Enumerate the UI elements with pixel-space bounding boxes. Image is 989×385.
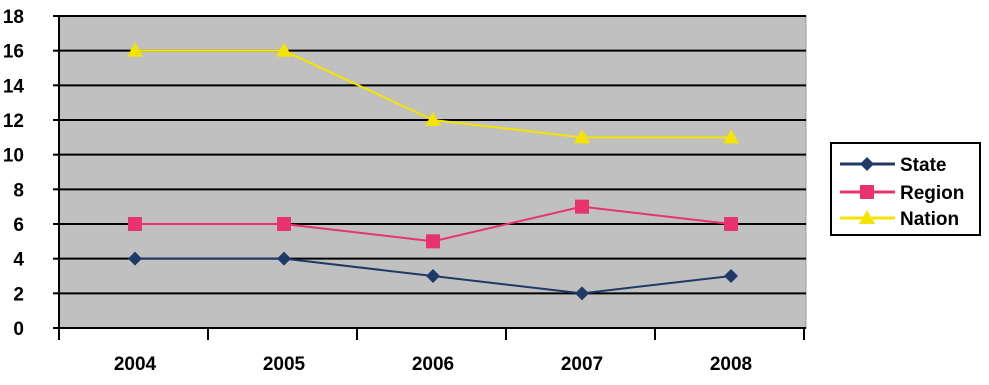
x-tick-label-2005: 2005: [263, 354, 306, 375]
point-state-2005: [277, 251, 291, 266]
point-region-2008: [724, 217, 738, 231]
y-tick-label-8: 8: [13, 180, 24, 201]
point-region-2006: [426, 234, 440, 249]
legend-label-region: Region: [900, 183, 964, 204]
x-tick-label-2007: 2007: [561, 354, 603, 375]
legend-label-state: State: [900, 155, 946, 176]
legend-marker-nation: [859, 210, 875, 224]
point-nation-2007: [574, 129, 590, 144]
axes: [53, 15, 806, 340]
point-nation-2004: [127, 42, 143, 57]
series-region: [128, 199, 738, 249]
point-nation-2005: [276, 42, 292, 57]
point-state-2007: [575, 286, 589, 301]
legend: State Region Nation: [830, 142, 981, 236]
series-state: [128, 251, 738, 301]
point-region-2004: [128, 217, 142, 231]
legend-label-nation: Nation: [900, 209, 959, 230]
y-tick-label-2: 2: [13, 284, 24, 305]
point-state-2006: [426, 269, 440, 283]
x-tick-label-2004: 2004: [114, 354, 157, 375]
legend-marker-region: [860, 185, 874, 199]
point-state-2004: [128, 251, 142, 266]
x-tick-label-2006: 2006: [412, 354, 454, 375]
y-tick-labels: 0 2 4 6 8 10 12 14 16 18: [3, 7, 25, 340]
legend-box: [830, 142, 981, 236]
y-tick-label-18: 18: [3, 7, 24, 28]
point-nation-2006: [425, 112, 441, 126]
x-tick-labels: 2004 2005 2006 2007 2008: [114, 354, 752, 375]
y-tick-label-6: 6: [13, 215, 24, 236]
y-tick-label-4: 4: [13, 250, 24, 271]
point-region-2007: [575, 199, 589, 214]
y-tick-label-16: 16: [3, 42, 24, 63]
y-tick-label-14: 14: [3, 76, 25, 97]
legend-marker-state: [860, 157, 874, 171]
y-tick-label-10: 10: [3, 146, 24, 167]
x-tick-label-2008: 2008: [710, 354, 752, 375]
series-nation: [127, 42, 739, 144]
y-tick-label-0: 0: [13, 319, 24, 340]
point-nation-2008: [723, 129, 739, 144]
point-state-2008: [724, 269, 738, 283]
point-region-2005: [277, 217, 291, 231]
y-tick-label-12: 12: [3, 111, 24, 132]
series-lines: [127, 42, 739, 301]
